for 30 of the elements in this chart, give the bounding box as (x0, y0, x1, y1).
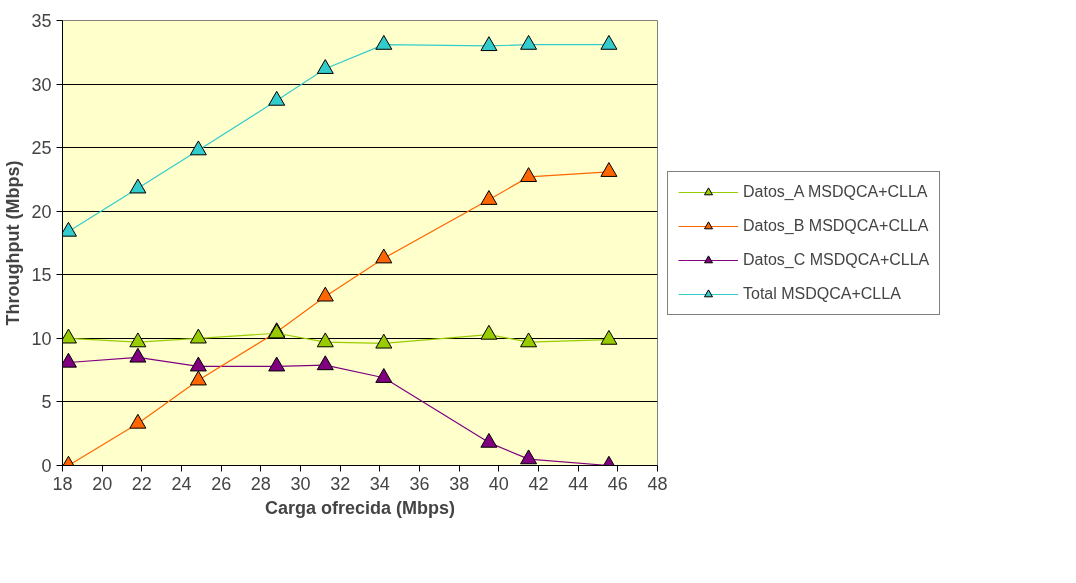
y-tick-label: 30 (31, 74, 52, 95)
x-axis-title: Carga ofrecida (Mbps) (264, 497, 456, 518)
x-tick-label: 30 (290, 473, 311, 494)
y-tick-label: 0 (41, 456, 52, 476)
x-tick-label: 44 (568, 473, 589, 494)
legend-label: Datos_C MSDQCA+CLLA (743, 251, 930, 269)
legend-label: Datos_A MSDQCA+CLLA (743, 183, 928, 201)
x-tick-label: 46 (607, 473, 628, 494)
x-tick-label: 38 (449, 473, 470, 494)
x-tick-label: 18 (52, 473, 73, 494)
x-tick-label: 42 (528, 473, 549, 494)
x-tick-label: 40 (488, 473, 509, 494)
y-tick-label: 35 (31, 11, 52, 31)
x-tick-label: 36 (409, 473, 430, 494)
y-axis-title: Throughput (Mbps) (3, 160, 24, 326)
x-tick-label: 32 (330, 473, 351, 494)
x-tick-label: 20 (92, 473, 113, 494)
x-tick-label: 24 (171, 473, 192, 494)
y-tick-label: 10 (31, 328, 52, 349)
y-tick-label: 25 (31, 138, 52, 159)
legend-label: Datos_B MSDQCA+CLLA (743, 217, 929, 235)
x-tick-label: 26 (211, 473, 232, 494)
x-tick-label: 28 (250, 473, 271, 494)
x-tick-label: 34 (369, 473, 390, 494)
x-tick-label: 48 (647, 473, 668, 494)
y-tick-label: 15 (31, 265, 52, 286)
y-tick-label: 5 (41, 392, 52, 413)
y-tick-label: 20 (31, 201, 52, 222)
x-tick-label: 22 (131, 473, 152, 494)
legend-label: Total MSDQCA+CLLA (743, 285, 901, 303)
